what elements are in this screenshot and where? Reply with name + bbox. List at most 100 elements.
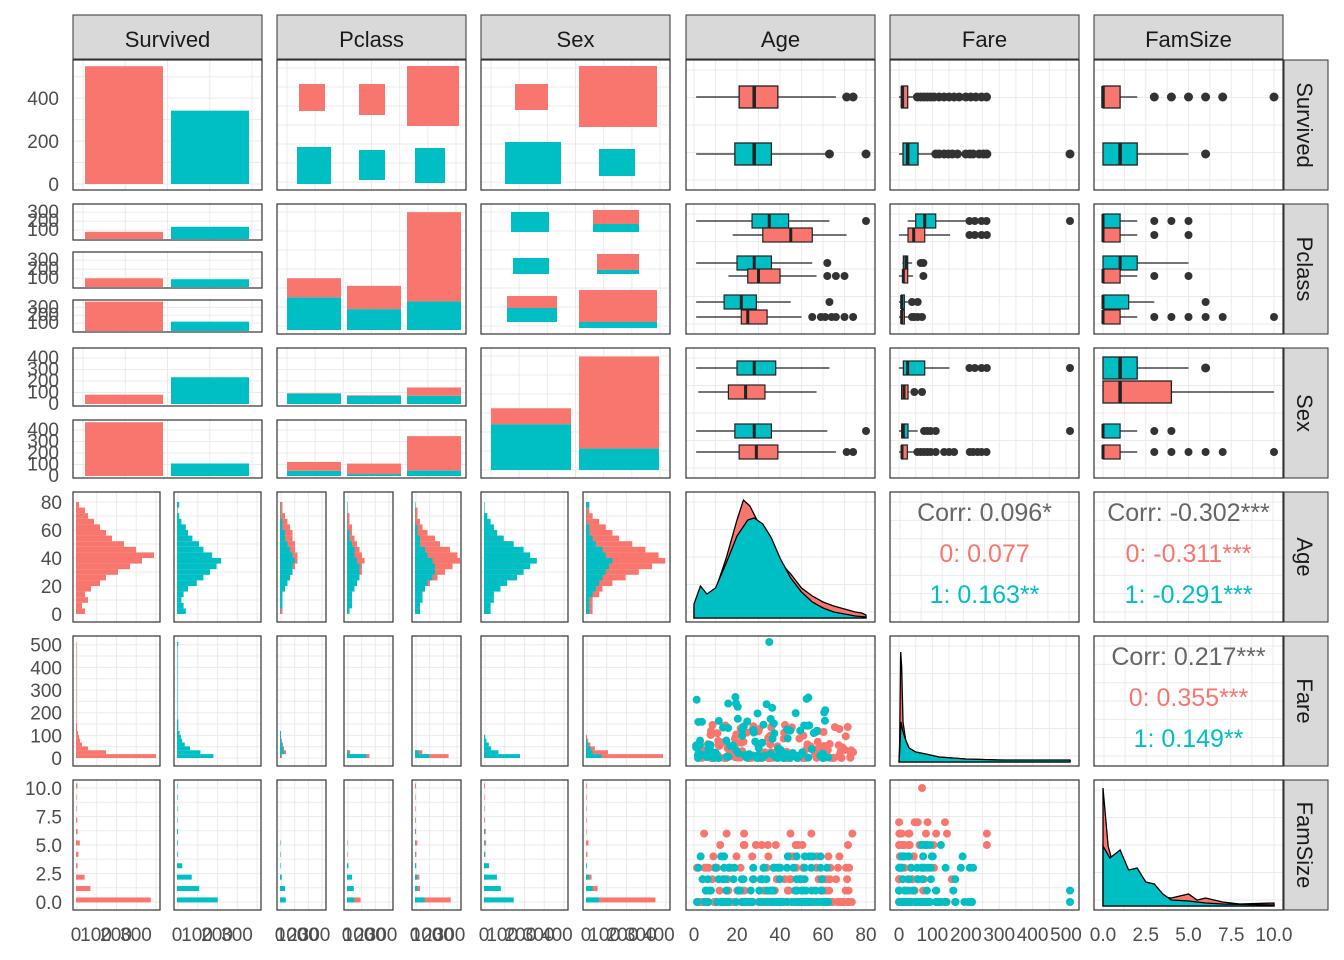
panel-fare-survived-1-survived-bin [177, 649, 178, 654]
box-fare-male-survived-box [901, 423, 909, 439]
point-age-fare-survived [692, 695, 701, 704]
panel-fare-survived-0-died-bin [76, 684, 77, 689]
box-fam-p3-died-outlier [1167, 313, 1176, 321]
mosaic-survived-pclass-5 [415, 148, 445, 183]
mosaic-pclass-sex-6 [507, 296, 557, 308]
tick-famsize-y: 7.5 [36, 808, 62, 829]
hist-age-p1-survived-bin [280, 597, 283, 603]
hist-age-p3-died-bin [415, 530, 428, 536]
box-age-p3-died-outlier [808, 313, 817, 321]
point-age-famsize-died [835, 852, 844, 861]
tick-hist-x-sex: 200 [505, 925, 537, 946]
hist-age-sex1-survived-bin [586, 591, 593, 598]
tick-pclass-bar: 100 [27, 313, 59, 334]
point-fare-famsize-died [895, 818, 904, 827]
panel-sex-survived-0-border [72, 347, 263, 407]
panel-fare-survived-0-died-bin [76, 672, 77, 677]
point-age-famsize-died [740, 841, 749, 849]
panel-famsize-pclass-3-survived-bin [415, 840, 416, 846]
bar-pclass3-survived [171, 321, 249, 331]
point-age-famsize-survived [807, 886, 816, 895]
hist-age-sex1-survived-bin [586, 535, 593, 542]
bar-survived-1 [171, 110, 249, 184]
point-age-famsize-died [751, 841, 760, 849]
panel-fare-survived-1-survived-bin [177, 750, 201, 755]
point-age-famsize-survived [701, 886, 710, 895]
corr-age-fare-group0: 0: 0.077 [939, 540, 1029, 568]
box-age-p3-died-outlier [831, 313, 840, 321]
point-age-famsize-survived [749, 863, 758, 872]
hist-age-sex1-died-bin [586, 552, 659, 558]
point-age-famsize-survived [748, 875, 757, 884]
bar-sex0-died [85, 394, 163, 404]
panel-fare-survived-1-survived-bin [177, 665, 178, 670]
corr-age-famsize-overall: Corr: -0.302*** [1107, 499, 1270, 527]
tick-hist-x-survived: 200 [100, 925, 132, 946]
hist-age-p1-died-bin [280, 524, 290, 530]
panel-famsize-pclass-2-died-bin [347, 851, 348, 857]
point-age-fare-survived [740, 751, 749, 760]
panel-fare-survived-0-died-bin [76, 653, 77, 658]
point-fare-famsize-died [942, 829, 951, 838]
panel-age-pclass-0-border [276, 491, 327, 623]
panel-famsize-sex-0-died-bin [484, 806, 485, 812]
box-fam-p1-survived-outlier [1167, 217, 1176, 225]
panel-fare-survived-0-died-bin [76, 700, 77, 704]
point-fare-famsize-survived [912, 898, 921, 906]
panel-famsize-pclass-3-survived-bin [415, 874, 418, 880]
point-fare-famsize-survived [956, 863, 965, 872]
panel-fare-sex-0-survived-bin [484, 754, 520, 758]
panel-fare-pclass-1-survived-bin [280, 730, 281, 735]
hist-age-p2-survived-bin [347, 569, 360, 575]
hist-age-p1-survived-bin [280, 552, 293, 558]
point-age-famsize-died [848, 829, 857, 838]
panel-fare-survived-1-survived-bin [177, 738, 183, 743]
box-age-male-survived-outlier [862, 427, 870, 435]
panel-fare-sex-1-survived-bin [586, 746, 591, 751]
point-age-famsize-survived [703, 875, 712, 884]
hist-age-sex0-survived-bin [484, 530, 498, 536]
panel-fare-sex-1-survived-bin [586, 750, 593, 755]
tick-survived-y: 0 [48, 175, 59, 196]
point-age-fare-survived [781, 749, 790, 758]
column-label-Fare: Fare [962, 27, 1007, 52]
box-age-p3-died-outlier [849, 313, 858, 321]
hist-age-p3-survived-bin [415, 524, 418, 530]
hist-age-survived-1-bin [177, 524, 186, 530]
point-age-famsize-died [832, 875, 841, 884]
point-age-famsize-died [842, 863, 851, 872]
hist-age-sex0-survived-bin [484, 513, 488, 519]
point-age-fare-survived [728, 741, 737, 750]
panel-survived-survived-border [72, 59, 263, 191]
bar-sex0-pclass2-died [347, 395, 401, 396]
hist-age-survived-0-bin [76, 518, 94, 525]
panel-age-sex-1-border [582, 491, 671, 623]
panel-famsize-sex-1-survived-bin [586, 886, 593, 892]
panel-famsize-survived-1-survived-bin [177, 817, 178, 823]
panel-fare-survived-1-survived-bin [177, 688, 178, 693]
point-age-famsize-died [700, 863, 709, 872]
panel-famsize-sex-1-died-bin [586, 851, 588, 857]
panel-fare-sex-0-survived-bin [484, 738, 487, 743]
point-age-fare-survived [766, 749, 775, 758]
hist-age-p3-died-bin [415, 535, 435, 542]
tick-hist-x-survived: 200 [201, 925, 233, 946]
tick-famsize-x: 5.0 [1175, 925, 1201, 946]
box-age-died-outlier [842, 92, 852, 102]
point-age-famsize-died [834, 863, 843, 872]
hist-age-survived-1-bin [177, 502, 180, 508]
hist-age-p2-died-bin [347, 535, 355, 542]
hist-age-survived-0-bin [76, 608, 85, 614]
point-age-famsize-survived [696, 852, 705, 861]
panel-famsize-pclass-1-survived-bin [280, 863, 281, 869]
panel-fare-sex-1-border [582, 635, 671, 767]
point-age-famsize-died [791, 841, 800, 849]
hist-age-sex0-survived-bin [484, 558, 537, 564]
box-fare-female-died-outlier [918, 388, 927, 396]
tick-hist-x-survived: 0 [71, 925, 82, 946]
column-label-Sex: Sex [557, 27, 595, 52]
tick-age-y: 40 [41, 549, 62, 570]
box-age-male-died-outlier [849, 448, 858, 456]
tick-pclass-bar: 200 [27, 211, 59, 232]
panel-fare-survived-0-died-bin [76, 727, 77, 731]
